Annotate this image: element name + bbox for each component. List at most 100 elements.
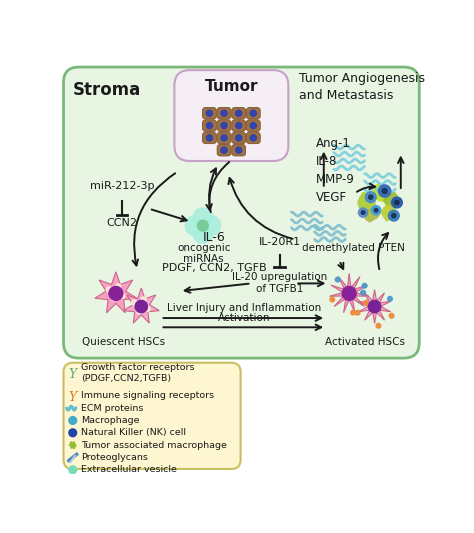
Circle shape <box>193 223 213 244</box>
Polygon shape <box>364 206 380 223</box>
Text: Activated HSCs: Activated HSCs <box>325 337 405 348</box>
Circle shape <box>362 284 367 288</box>
Text: demethylated PTEN: demethylated PTEN <box>301 244 404 253</box>
Text: Growth factor receptors
(PDGF,CCN2,TGFB): Growth factor receptors (PDGF,CCN2,TGFB) <box>81 362 195 383</box>
Circle shape <box>221 135 227 141</box>
Polygon shape <box>358 289 391 324</box>
Circle shape <box>392 197 402 208</box>
Text: Proteoglycans: Proteoglycans <box>81 453 148 462</box>
Circle shape <box>111 295 116 301</box>
Circle shape <box>356 310 360 315</box>
Circle shape <box>119 293 125 298</box>
Circle shape <box>106 287 112 292</box>
Text: Y: Y <box>69 368 77 381</box>
Circle shape <box>368 301 381 313</box>
Circle shape <box>236 135 242 141</box>
Circle shape <box>116 284 121 289</box>
Text: Activation: Activation <box>218 313 270 322</box>
Circle shape <box>193 208 213 228</box>
Circle shape <box>69 466 77 474</box>
Circle shape <box>382 189 387 193</box>
Circle shape <box>361 211 365 214</box>
FancyBboxPatch shape <box>246 132 260 144</box>
Circle shape <box>198 220 208 231</box>
Text: Tumor associated macrophage: Tumor associated macrophage <box>81 441 227 450</box>
Text: Natural Killer (NK) cell: Natural Killer (NK) cell <box>81 429 186 437</box>
FancyBboxPatch shape <box>217 108 231 119</box>
Text: Tumor: Tumor <box>205 79 258 94</box>
Circle shape <box>378 185 391 197</box>
Circle shape <box>236 110 242 116</box>
Circle shape <box>221 147 227 154</box>
Circle shape <box>132 300 137 305</box>
FancyBboxPatch shape <box>64 67 419 358</box>
FancyBboxPatch shape <box>174 70 288 161</box>
Text: Immune signaling receptors: Immune signaling receptors <box>81 391 214 400</box>
Polygon shape <box>383 192 401 208</box>
FancyBboxPatch shape <box>246 108 260 119</box>
Text: miR-212-3p: miR-212-3p <box>90 181 154 191</box>
Text: IL-20R1: IL-20R1 <box>259 237 301 247</box>
Polygon shape <box>372 184 389 203</box>
Circle shape <box>185 216 205 236</box>
FancyBboxPatch shape <box>202 120 216 131</box>
Circle shape <box>335 277 340 282</box>
Circle shape <box>206 123 212 128</box>
Circle shape <box>364 301 368 305</box>
Text: Tumor Angiogenesis
and Metastasis: Tumor Angiogenesis and Metastasis <box>299 71 425 102</box>
Polygon shape <box>357 192 376 213</box>
Polygon shape <box>69 441 77 449</box>
FancyBboxPatch shape <box>217 120 231 131</box>
Circle shape <box>250 135 256 141</box>
FancyBboxPatch shape <box>232 132 246 144</box>
FancyBboxPatch shape <box>202 132 216 144</box>
Circle shape <box>369 195 373 199</box>
Circle shape <box>109 287 123 301</box>
Circle shape <box>236 123 242 128</box>
FancyBboxPatch shape <box>246 120 260 131</box>
Circle shape <box>135 301 147 313</box>
Circle shape <box>221 123 227 128</box>
Text: Ang-1
IL-8
MMP-9
VEGF: Ang-1 IL-8 MMP-9 VEGF <box>316 137 355 204</box>
Text: Liver Injury and Inflammation: Liver Injury and Inflammation <box>166 303 321 313</box>
Circle shape <box>376 324 381 328</box>
FancyBboxPatch shape <box>64 363 241 469</box>
Circle shape <box>358 208 368 217</box>
Text: PDGF, CCN2, TGFB: PDGF, CCN2, TGFB <box>162 263 267 273</box>
Circle shape <box>389 313 394 318</box>
Text: Quiescent HSCs: Quiescent HSCs <box>82 337 165 348</box>
Circle shape <box>236 147 242 154</box>
FancyBboxPatch shape <box>217 144 231 156</box>
Circle shape <box>365 192 376 203</box>
FancyBboxPatch shape <box>232 108 246 119</box>
Text: IL-20 upregulation
of TGFB1: IL-20 upregulation of TGFB1 <box>232 272 328 294</box>
Polygon shape <box>123 288 159 323</box>
Circle shape <box>389 210 399 221</box>
FancyBboxPatch shape <box>232 120 246 131</box>
Text: Stroma: Stroma <box>73 81 141 99</box>
Text: CCN2: CCN2 <box>107 218 137 228</box>
FancyBboxPatch shape <box>217 132 231 144</box>
Circle shape <box>374 208 378 212</box>
Polygon shape <box>95 272 137 313</box>
Circle shape <box>388 296 392 301</box>
Circle shape <box>141 297 146 302</box>
Circle shape <box>395 200 399 205</box>
Circle shape <box>137 309 142 314</box>
Circle shape <box>69 429 77 437</box>
FancyBboxPatch shape <box>202 108 216 119</box>
Circle shape <box>250 110 256 116</box>
Circle shape <box>250 123 256 128</box>
Circle shape <box>392 214 396 218</box>
Circle shape <box>206 110 212 116</box>
Circle shape <box>69 417 77 424</box>
Text: Macrophage: Macrophage <box>81 416 140 425</box>
Circle shape <box>221 110 227 116</box>
Circle shape <box>361 290 365 295</box>
Polygon shape <box>329 273 369 313</box>
Polygon shape <box>380 204 397 222</box>
Circle shape <box>330 297 335 302</box>
Circle shape <box>201 216 220 236</box>
Text: Extracellular vesicle: Extracellular vesicle <box>81 465 177 474</box>
FancyBboxPatch shape <box>232 144 246 156</box>
